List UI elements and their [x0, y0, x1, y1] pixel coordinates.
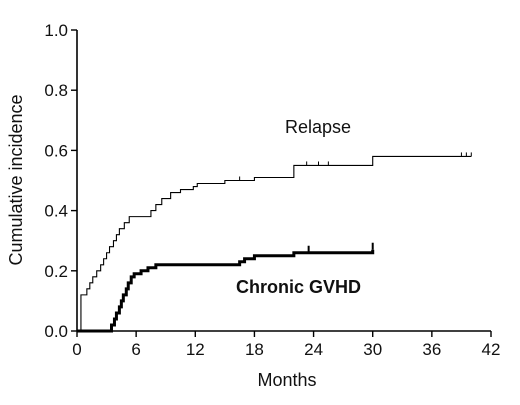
chronic-gvhd-series-label: Chronic GVHD	[236, 277, 361, 297]
chronic-gvhd-step-line	[77, 249, 375, 333]
x-tick-label: 36	[422, 340, 441, 359]
x-tick-label: 18	[245, 340, 264, 359]
labels: Months Cumulative incidence Relapse Chro…	[6, 94, 361, 390]
y-tick-label: 1.0	[44, 21, 68, 40]
y-tick-label: 0.6	[44, 141, 68, 160]
y-tick-label: 0.8	[44, 81, 68, 100]
relapse-series-label: Relapse	[285, 117, 351, 137]
series-lines	[77, 152, 472, 333]
axes: 0.0 0.2 0.4 0.6 0.8 1.0 0 6 12 18 24 30 36 42	[44, 21, 500, 359]
x-tick-label: 6	[131, 340, 140, 359]
x-tick-label: 24	[304, 340, 323, 359]
y-tick-label: 0.2	[44, 262, 68, 281]
x-tick-label: 30	[363, 340, 382, 359]
y-tick-label: 0.4	[44, 202, 68, 221]
x-tick-label: 12	[186, 340, 205, 359]
y-tick-label: 0.0	[44, 322, 68, 341]
relapse-step-line	[77, 155, 472, 332]
y-axis-title: Cumulative incidence	[6, 94, 26, 265]
x-tick-label: 42	[482, 340, 501, 359]
x-axis-title: Months	[257, 370, 316, 390]
x-tick-label: 0	[72, 340, 81, 359]
